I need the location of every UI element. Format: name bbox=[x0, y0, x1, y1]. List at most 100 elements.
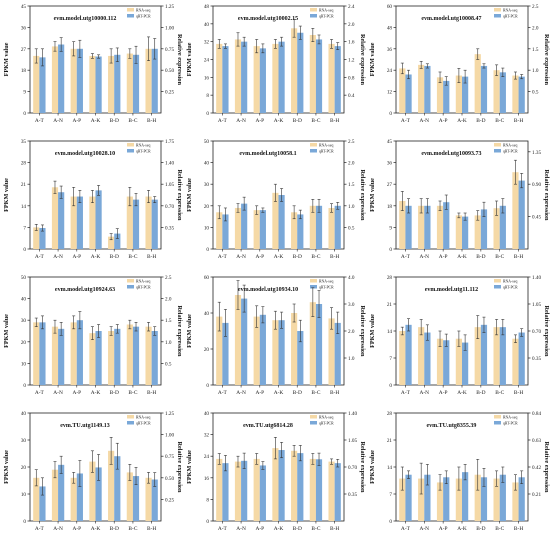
bar-rna-seq bbox=[89, 55, 96, 113]
y2-axis-label: Relative expression bbox=[359, 34, 366, 85]
legend-swatch-qpcr bbox=[494, 285, 501, 289]
x-tick-label: B-D bbox=[293, 526, 302, 532]
legend-swatch-rna bbox=[310, 8, 317, 12]
left-tick-label: 30 bbox=[204, 182, 210, 188]
legend-swatch-rna bbox=[127, 279, 134, 283]
bar-qrt-pcr bbox=[334, 322, 341, 385]
bar-qrt-pcr bbox=[151, 331, 158, 385]
x-tick-label: A-K bbox=[274, 254, 284, 260]
bar-qrt-pcr bbox=[443, 477, 450, 521]
bar-qrt-pcr bbox=[151, 199, 158, 249]
bar-rna-seq bbox=[234, 295, 242, 385]
bar-qrt-pcr bbox=[443, 80, 450, 113]
bar-rna-seq bbox=[455, 338, 462, 385]
chart-title: evm.model.utg11.112 bbox=[425, 287, 479, 293]
bar-rna-seq bbox=[399, 201, 406, 249]
left-tick-label: 30 bbox=[21, 318, 27, 324]
bar-qrt-pcr bbox=[95, 56, 102, 113]
left-tick-label: 28 bbox=[21, 161, 27, 167]
bar-rna-seq bbox=[33, 477, 40, 521]
y2-axis-label: Relative expression bbox=[543, 34, 550, 85]
bar-qrt-pcr bbox=[334, 46, 341, 113]
chart-title: evm.model.utg10002.15 bbox=[238, 16, 298, 22]
bar-qrt-pcr bbox=[424, 474, 431, 521]
bar-rna-seq bbox=[51, 46, 59, 113]
legend-swatch-qpcr bbox=[310, 421, 317, 425]
legend-swatch-rna bbox=[494, 143, 501, 147]
x-tick-label: A-N bbox=[419, 254, 429, 260]
x-tick-label: A-N bbox=[53, 526, 63, 532]
x-tick-label: B-D bbox=[110, 254, 119, 260]
bar-qrt-pcr bbox=[241, 203, 248, 249]
bar-rna-seq bbox=[291, 313, 298, 385]
bar-rna-seq bbox=[418, 64, 425, 113]
x-tick-label: B-H bbox=[330, 526, 339, 532]
chart-panel: 0 7 14 21 28 0.35 0.70 1.05 1.40 FPKM value Relati… bbox=[369, 275, 550, 396]
right-tick-label: 0.25 bbox=[165, 90, 174, 96]
bar-qrt-pcr bbox=[95, 190, 102, 249]
right-tick-label: 0.75 bbox=[165, 47, 174, 53]
right-tick-label: 1.0 bbox=[532, 68, 539, 74]
bar-qrt-pcr bbox=[443, 340, 450, 385]
y2-axis-label: Relative expression bbox=[359, 306, 366, 357]
left-tick-label: 48 bbox=[387, 25, 393, 31]
y-axis-label: FPKM value bbox=[3, 314, 10, 348]
x-tick-label: B-H bbox=[330, 390, 339, 396]
bar-qrt-pcr bbox=[499, 205, 506, 249]
bar-rna-seq bbox=[33, 322, 40, 385]
bar-qrt-pcr bbox=[480, 209, 488, 249]
chart-panel: 0 20 40 60 1.0 2.0 3.0 4.0 FPKM value Relative ex… bbox=[186, 275, 366, 396]
bar-qrt-pcr bbox=[39, 486, 46, 521]
left-tick-label: 7 bbox=[389, 356, 392, 362]
bar-rna-seq bbox=[126, 53, 133, 113]
x-tick-label: B-D bbox=[476, 118, 485, 124]
x-tick-label: B-C bbox=[128, 390, 137, 396]
chart-panel: 0 10 20 30 40 0.25 0.50 0.75 1.00 1.25 FPKM value R… bbox=[3, 411, 183, 532]
x-tick-label: A-N bbox=[236, 390, 246, 396]
bar-rna-seq bbox=[234, 461, 242, 521]
y2-axis-label: Relative expression bbox=[176, 170, 183, 221]
right-tick-label: 2.0 bbox=[348, 329, 355, 335]
left-tick-label: 10 bbox=[21, 361, 27, 367]
right-tick-label: 1.5 bbox=[165, 318, 172, 324]
x-tick-label: A-P bbox=[439, 390, 448, 396]
left-tick-label: 0 bbox=[23, 519, 26, 525]
x-tick-label: A-P bbox=[439, 118, 448, 124]
right-tick-label: 2.0 bbox=[348, 22, 355, 28]
left-tick-label: 32 bbox=[204, 433, 210, 439]
right-tick-label: 1.05 bbox=[165, 182, 174, 188]
left-tick-label: 0 bbox=[23, 383, 26, 389]
bar-rna-seq bbox=[234, 207, 242, 249]
bar-rna-seq bbox=[126, 196, 133, 249]
bar-rna-seq bbox=[145, 196, 152, 249]
bar-rna-seq bbox=[512, 482, 519, 521]
right-tick-label: 0.84 bbox=[532, 411, 541, 417]
y2-axis-label: Relative expression bbox=[359, 442, 366, 493]
left-tick-label: 14 bbox=[387, 465, 393, 471]
right-tick-label: 0.50 bbox=[165, 68, 174, 74]
x-tick-label: B-H bbox=[147, 390, 156, 396]
chart-panel: 0 7 14 21 28 35 0.35 0.70 1.05 1.40 1.75 FPKM value… bbox=[3, 139, 183, 260]
left-tick-label: 36 bbox=[387, 47, 393, 53]
y-axis-label: FPKM value bbox=[369, 42, 376, 76]
y2-axis-label: Relative expression bbox=[543, 306, 550, 357]
bar-rna-seq bbox=[272, 43, 279, 114]
right-tick-label: 0.8 bbox=[348, 75, 355, 81]
x-tick-label: B-C bbox=[495, 254, 504, 260]
legend-swatch-rna bbox=[310, 143, 317, 147]
bar-rna-seq bbox=[455, 478, 462, 521]
right-tick-label: 0.5 bbox=[348, 225, 355, 231]
x-tick-label: A-N bbox=[419, 390, 429, 396]
chart-title: evm.TU.utg8355.39 bbox=[427, 423, 477, 429]
bar-rna-seq bbox=[328, 43, 335, 114]
bar-rna-seq bbox=[436, 77, 444, 113]
bar-rna-seq bbox=[51, 326, 59, 385]
bar-qrt-pcr bbox=[462, 216, 469, 249]
x-tick-label: B-C bbox=[495, 390, 504, 396]
x-tick-label: A-T bbox=[401, 118, 411, 124]
left-tick-label: 24 bbox=[204, 454, 210, 460]
bar-qrt-pcr bbox=[132, 476, 140, 521]
x-tick-label: B-C bbox=[311, 390, 320, 396]
bar-rna-seq bbox=[70, 196, 77, 249]
legend-label-rna: RNA-seq bbox=[503, 416, 517, 420]
